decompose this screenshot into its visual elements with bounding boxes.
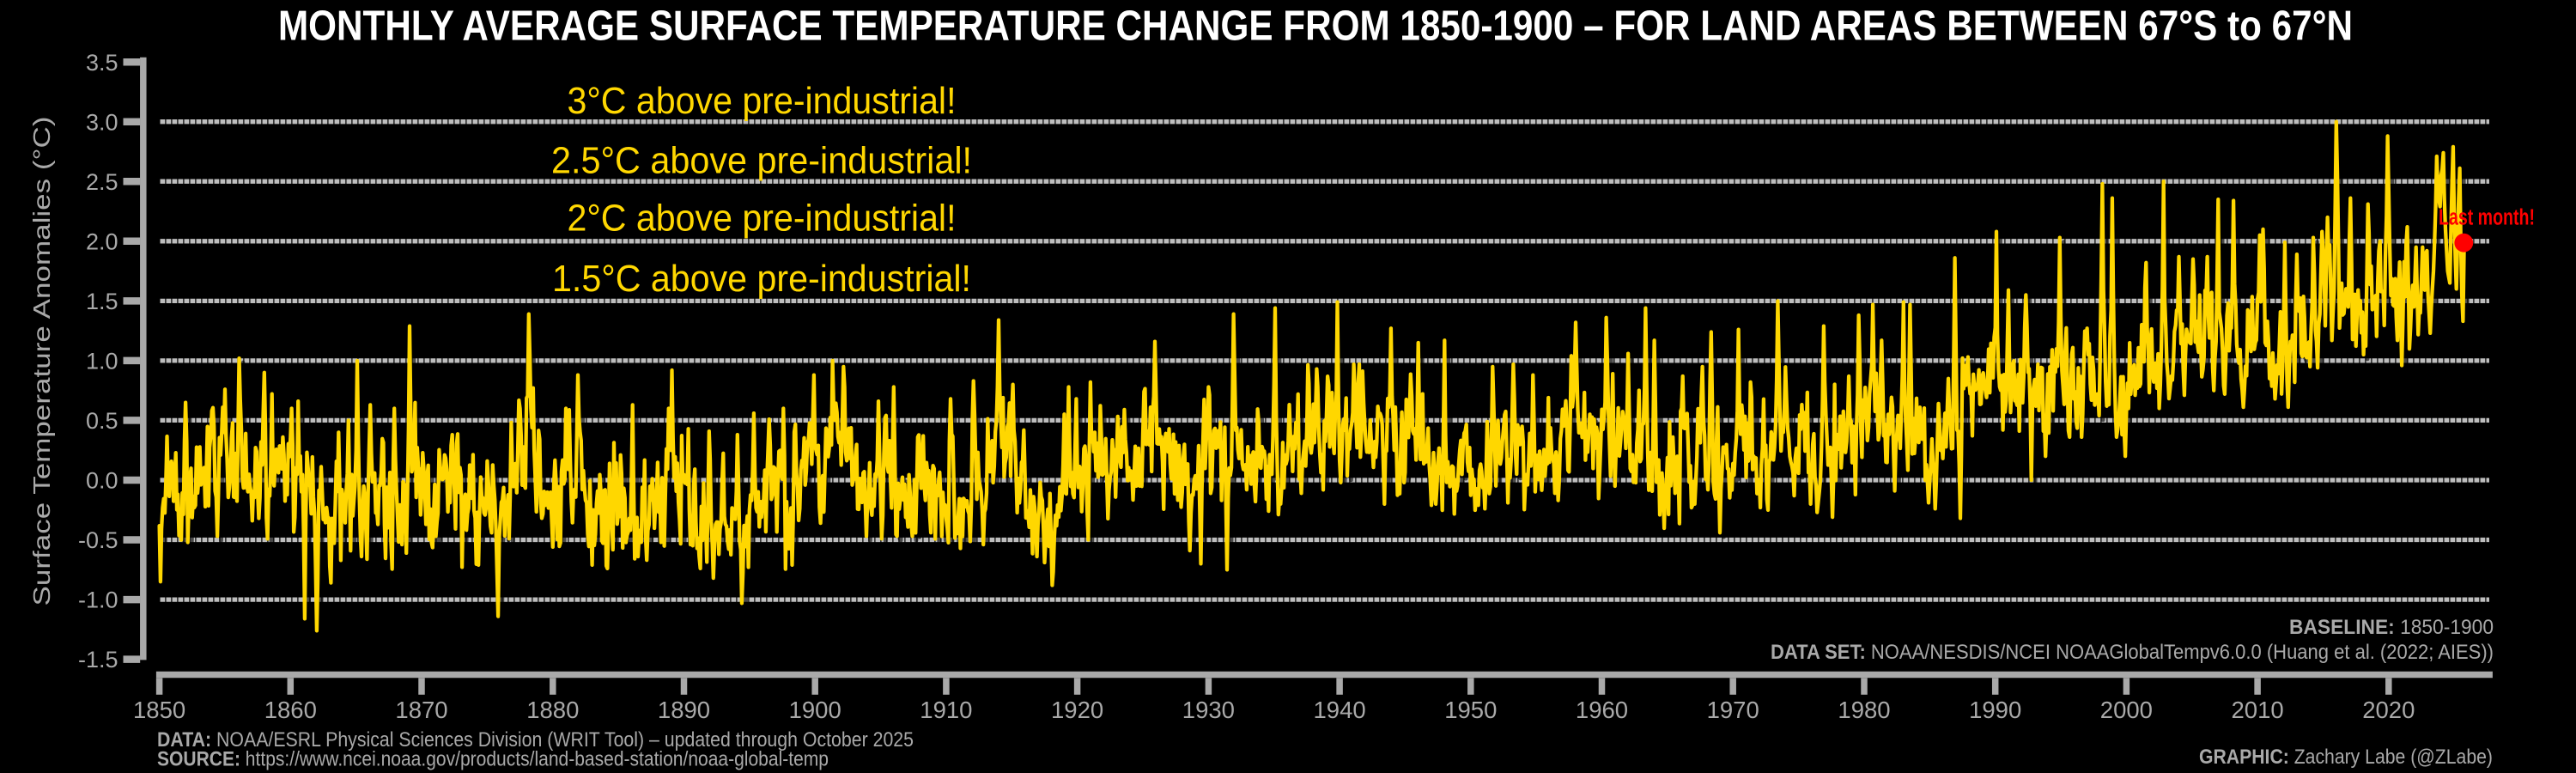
svg-text:1900: 1900 xyxy=(789,697,841,723)
svg-text:1950: 1950 xyxy=(1444,697,1497,723)
svg-text:1.5: 1.5 xyxy=(86,289,118,314)
svg-text:1920: 1920 xyxy=(1051,697,1103,723)
svg-text:2020: 2020 xyxy=(2362,697,2415,723)
svg-text:2010: 2010 xyxy=(2232,697,2284,723)
svg-text:1890: 1890 xyxy=(658,697,710,723)
svg-text:Last month!: Last month! xyxy=(2439,206,2535,230)
svg-text:1910: 1910 xyxy=(920,697,972,723)
svg-text:1870: 1870 xyxy=(395,697,447,723)
svg-text:3°C above pre-industrial!: 3°C above pre-industrial! xyxy=(568,80,957,122)
svg-text:3.0: 3.0 xyxy=(86,109,118,135)
svg-text:BASELINE: 1850-1900: BASELINE: 1850-1900 xyxy=(2289,616,2494,639)
svg-text:1960: 1960 xyxy=(1576,697,1628,723)
svg-text:GRAPHIC: Zachary Labe (@ZLabe): GRAPHIC: Zachary Labe (@ZLabe) xyxy=(2199,746,2493,769)
svg-text:SOURCE: https://www.ncei.noaa.: SOURCE: https://www.ncei.noaa.gov/produc… xyxy=(157,748,829,771)
svg-text:2.5°C above pre-industrial!: 2.5°C above pre-industrial! xyxy=(551,139,972,181)
svg-text:MONTHLY AVERAGE SURFACE TEMPER: MONTHLY AVERAGE SURFACE TEMPERATURE CHAN… xyxy=(278,3,2353,50)
svg-text:3.5: 3.5 xyxy=(86,50,118,76)
svg-text:0.5: 0.5 xyxy=(86,408,118,434)
svg-text:0.0: 0.0 xyxy=(86,468,118,494)
svg-text:1.5°C above pre-industrial!: 1.5°C above pre-industrial! xyxy=(552,258,971,300)
svg-text:Surface Temperature Anomalies: Surface Temperature Anomalies (°C) xyxy=(28,117,55,606)
svg-text:1980: 1980 xyxy=(1838,697,1890,723)
svg-text:1970: 1970 xyxy=(1707,697,1759,723)
svg-text:-0.5: -0.5 xyxy=(78,527,118,553)
svg-text:2000: 2000 xyxy=(2100,697,2153,723)
svg-text:2°C above pre-industrial!: 2°C above pre-industrial! xyxy=(568,197,957,239)
svg-text:1940: 1940 xyxy=(1314,697,1366,723)
svg-text:-1.0: -1.0 xyxy=(78,587,118,613)
svg-text:-1.5: -1.5 xyxy=(78,647,118,673)
svg-text:2.0: 2.0 xyxy=(86,228,118,254)
svg-text:DATA: NOAA/ESRL Physical Scien: DATA: NOAA/ESRL Physical Sciences Divisi… xyxy=(157,728,914,752)
svg-text:1990: 1990 xyxy=(1969,697,2021,723)
svg-text:1850: 1850 xyxy=(133,697,185,723)
svg-text:1930: 1930 xyxy=(1182,697,1235,723)
svg-text:1880: 1880 xyxy=(526,697,579,723)
svg-text:1860: 1860 xyxy=(264,697,317,723)
svg-text:2.5: 2.5 xyxy=(86,169,118,195)
svg-text:1.0: 1.0 xyxy=(86,349,118,374)
svg-text:DATA SET: NOAA/NESDIS/NCEI NOA: DATA SET: NOAA/NESDIS/NCEI NOAAGlobalTem… xyxy=(1771,641,2494,664)
